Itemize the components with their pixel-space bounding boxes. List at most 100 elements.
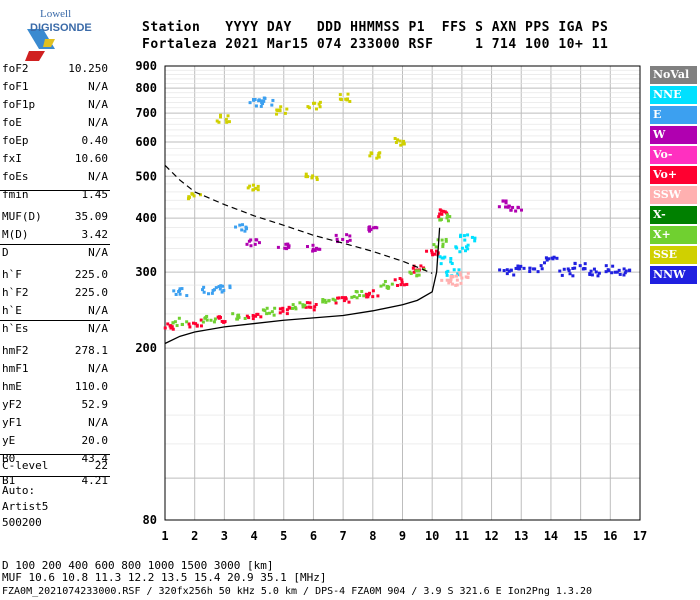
data-point-w bbox=[501, 199, 505, 203]
data-point-vo bbox=[288, 306, 292, 310]
data-point-nnw bbox=[594, 270, 598, 274]
data-point-nnw bbox=[509, 268, 513, 272]
legend-item-nne: NNE bbox=[650, 86, 697, 104]
data-point-nnw bbox=[533, 267, 537, 271]
data-point-sse bbox=[338, 93, 342, 97]
data-point-w bbox=[509, 208, 513, 212]
data-point-w bbox=[284, 242, 288, 246]
data-point-x bbox=[303, 303, 307, 307]
data-point-x bbox=[201, 320, 205, 324]
data-point-e bbox=[240, 228, 244, 232]
data-point-sse bbox=[348, 99, 352, 103]
data-point-nne bbox=[459, 233, 463, 237]
data-point-w bbox=[341, 237, 345, 241]
data-point-vo bbox=[191, 321, 195, 325]
data-point-x bbox=[291, 303, 295, 307]
data-point-nne bbox=[473, 236, 477, 240]
data-point-nne bbox=[463, 249, 467, 253]
data-point-nnw bbox=[606, 268, 610, 272]
param-value: 3.42 bbox=[81, 228, 109, 241]
param-key: D bbox=[2, 246, 9, 259]
data-point-nnw bbox=[596, 274, 600, 278]
x-tick-label: 8 bbox=[369, 529, 376, 543]
data-point-w bbox=[504, 201, 508, 205]
data-point-x bbox=[175, 324, 179, 328]
data-point-x bbox=[327, 299, 331, 303]
data-point-w bbox=[318, 247, 322, 251]
data-point-x bbox=[362, 294, 366, 298]
data-point-w bbox=[313, 248, 317, 252]
data-point-nne bbox=[462, 234, 466, 238]
data-point-vo bbox=[433, 252, 437, 256]
data-point-sse bbox=[313, 101, 317, 105]
data-point-e bbox=[211, 289, 215, 293]
data-point-sse bbox=[219, 113, 223, 117]
param-value: N/A bbox=[88, 416, 108, 429]
param-key: h`F2 bbox=[2, 286, 29, 299]
param-key: foF2 bbox=[2, 62, 29, 75]
param-value: 225.0 bbox=[74, 268, 108, 281]
param-row-fmin: fmin 1.45 bbox=[2, 188, 108, 206]
data-point-e bbox=[210, 291, 214, 295]
data-point-nne bbox=[457, 268, 461, 272]
param-row-hme: hmE 110.0 bbox=[2, 380, 108, 398]
y-tick-label: 800 bbox=[135, 81, 157, 95]
param-key: foEs bbox=[2, 170, 29, 183]
data-point-w bbox=[516, 205, 520, 209]
data-point-e bbox=[248, 101, 252, 105]
param-value: 20.0 bbox=[81, 434, 109, 447]
data-point-nnw bbox=[539, 264, 543, 268]
data-point-vo bbox=[347, 300, 351, 304]
data-point-nnw bbox=[573, 266, 577, 270]
param-value: 4.21 bbox=[81, 474, 109, 487]
param-key: yF2 bbox=[2, 398, 22, 411]
x-tick-label: 7 bbox=[340, 529, 347, 543]
data-point-x bbox=[173, 320, 177, 324]
data-point-w bbox=[373, 225, 377, 229]
data-point-nnw bbox=[573, 262, 577, 266]
param-row-hmf1: hmF1 N/A bbox=[2, 362, 108, 380]
model-profile-curve bbox=[164, 227, 441, 345]
data-point-w bbox=[255, 238, 259, 242]
data-point-w bbox=[348, 238, 352, 242]
data-point-e bbox=[234, 225, 238, 229]
data-point-nnw bbox=[536, 270, 540, 274]
data-point-ssw bbox=[455, 278, 459, 282]
data-point-x bbox=[360, 289, 364, 293]
data-point-vo bbox=[365, 295, 369, 299]
data-point-vo bbox=[169, 326, 173, 330]
legend-item-e: E bbox=[650, 106, 697, 124]
data-point-sse bbox=[368, 154, 372, 158]
data-point-w bbox=[519, 208, 523, 212]
data-point-nnw bbox=[622, 267, 626, 271]
data-point-x bbox=[448, 215, 452, 219]
param-key: foF1 bbox=[2, 80, 29, 93]
y-tick-label: 900 bbox=[135, 59, 157, 73]
data-point-sse bbox=[215, 119, 219, 123]
data-point-x bbox=[298, 301, 302, 305]
data-point-w bbox=[249, 244, 253, 248]
data-point-ssw bbox=[466, 271, 470, 275]
data-point-x bbox=[434, 245, 438, 249]
data-point-e bbox=[251, 98, 255, 102]
param-key: h`Es bbox=[2, 322, 29, 335]
param-row-clevel: C-level 22 bbox=[2, 459, 108, 477]
data-point-vo bbox=[376, 294, 380, 298]
data-point-nnw bbox=[604, 270, 608, 274]
data-point-x bbox=[243, 316, 247, 320]
param-separator bbox=[0, 244, 110, 245]
data-point-nnw bbox=[604, 264, 608, 268]
data-point-x bbox=[237, 313, 241, 317]
data-point-nnw bbox=[507, 269, 511, 273]
data-point-vo bbox=[218, 315, 222, 319]
param-key: M(D) bbox=[2, 228, 29, 241]
data-point-sse bbox=[369, 151, 373, 155]
param-value: N/A bbox=[88, 362, 108, 375]
data-point-x bbox=[436, 238, 440, 242]
data-point-vo bbox=[396, 283, 400, 287]
param-key: yF1 bbox=[2, 416, 22, 429]
data-point-nne bbox=[452, 268, 456, 272]
data-point-nne bbox=[446, 269, 450, 273]
data-point-nnw bbox=[589, 269, 593, 273]
y-tick-label: 200 bbox=[135, 341, 157, 355]
